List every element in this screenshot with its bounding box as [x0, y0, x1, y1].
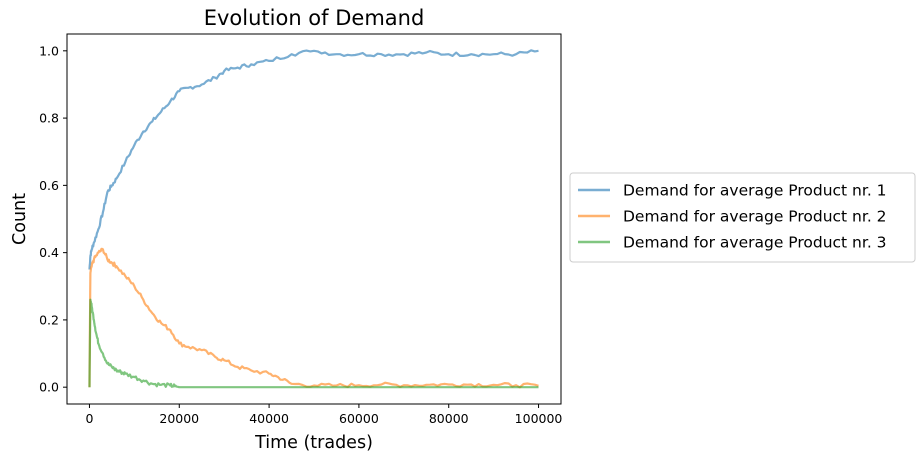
- series-line-2: [88, 247, 539, 389]
- x-axis-label: Time (trades): [254, 433, 373, 453]
- x-axis: 0 20000 40000 60000 80000 100000: [85, 404, 562, 426]
- legend-label-1: Demand for average Product nr. 1: [623, 182, 887, 200]
- x-tick-label: 40000: [249, 411, 289, 426]
- plot-area-frame: [66, 33, 562, 405]
- series-layer: [88, 49, 539, 389]
- legend-label-3: Demand for average Product nr. 3: [623, 234, 887, 252]
- x-tick-label: 60000: [339, 411, 379, 426]
- y-tick-label: 0.0: [39, 380, 59, 395]
- y-tick-label: 0.4: [39, 245, 59, 260]
- x-tick-label: 100000: [515, 411, 563, 426]
- x-tick-label: 0: [85, 411, 93, 426]
- y-tick-label: 0.6: [39, 178, 59, 193]
- series-line-3: [88, 298, 539, 389]
- x-tick-label: 20000: [159, 411, 199, 426]
- y-axis-label: Count: [10, 193, 30, 245]
- legend-frame: [569, 172, 916, 263]
- chart-title: Evolution of Demand: [204, 6, 425, 30]
- series-line-1: [88, 49, 539, 270]
- y-tick-label: 0.8: [39, 111, 59, 126]
- x-tick-label: 80000: [429, 411, 469, 426]
- legend: Demand for average Product nr. 1 Demand f…: [569, 172, 916, 263]
- legend-label-2: Demand for average Product nr. 2: [623, 208, 887, 226]
- y-tick-label: 0.2: [39, 312, 59, 327]
- y-axis: 0.0 0.2 0.4 0.6 0.8 1.0: [39, 43, 67, 395]
- y-tick-label: 1.0: [39, 43, 59, 58]
